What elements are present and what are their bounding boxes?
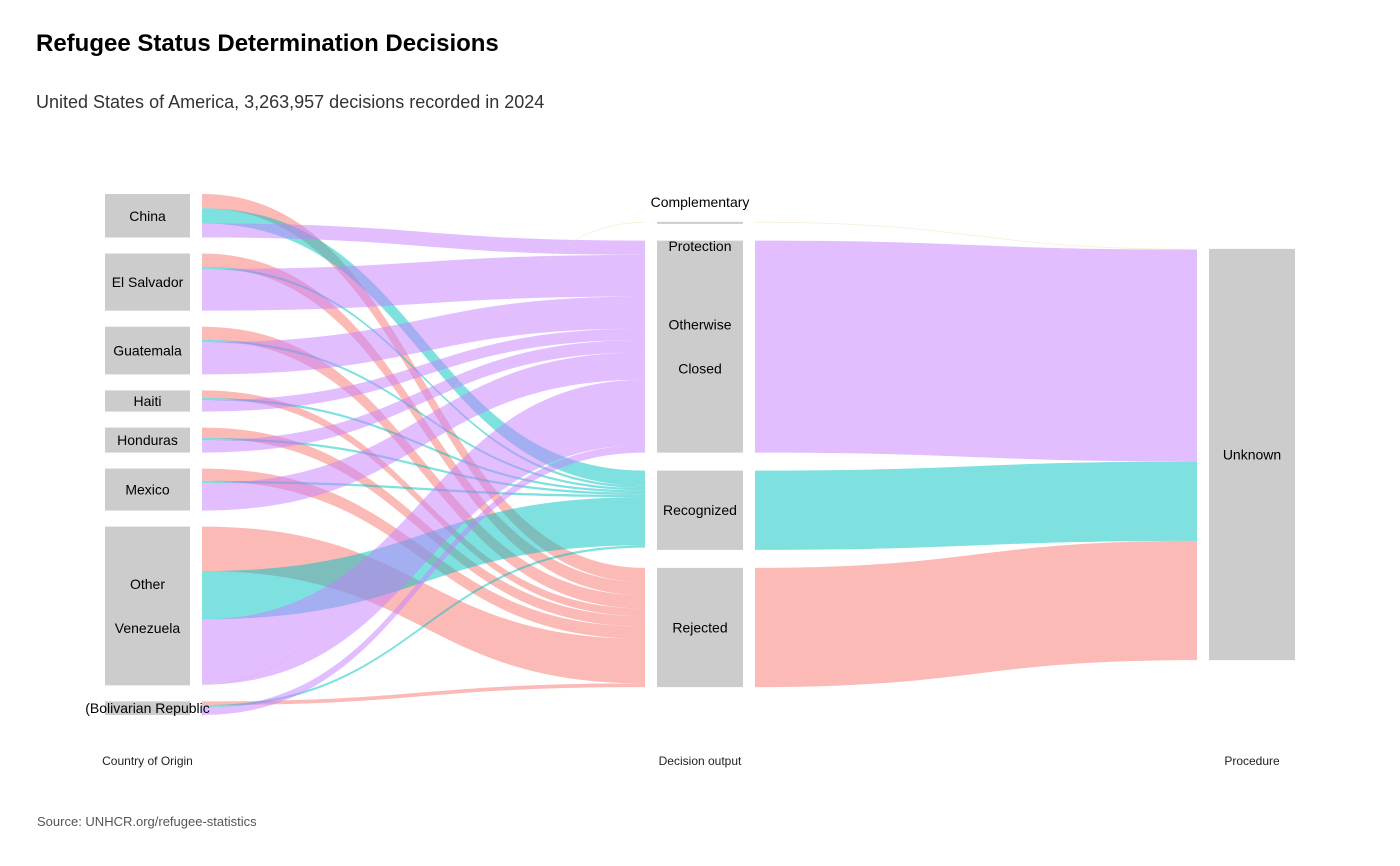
node-haiti	[105, 390, 190, 412]
node-guatemala	[105, 326, 190, 375]
link-complementary-protection-to-unknown	[755, 221, 1197, 250]
link-guatemala-to-rejected	[202, 326, 645, 609]
link-guatemala-to-recognized	[202, 339, 645, 491]
link-rejected-to-unknown	[755, 540, 1197, 688]
link-haiti-to-recognized	[202, 397, 645, 493]
link-haiti-to-otherwise-closed	[202, 328, 645, 412]
node-venezuela-bolivarian-republic	[105, 701, 190, 715]
node-label-complementary-protection-0: Complementary	[651, 194, 750, 210]
node-label-venezuela-bolivarian-republic: (Bolivarian Republic	[85, 700, 210, 716]
chart-title: Refugee Status Determination Decisions	[36, 30, 499, 57]
column-label-country-of-origin: Country of Origin	[102, 754, 193, 768]
node-label-complementary-protection-1: Protection	[668, 238, 731, 254]
link-other-to-otherwise-closed	[202, 379, 645, 685]
link-venezuela-bolivarian-republic-to-rejected	[202, 683, 645, 706]
node-label-guatemala: Guatemala	[113, 343, 182, 359]
sankey-labels: China El Salvador Guatemala Haiti Honduras Me…	[85, 194, 1281, 768]
node-label-rejected: Rejected	[672, 620, 727, 636]
link-other-to-complementary-protection	[202, 221, 645, 686]
node-label-other-1: Venezuela	[115, 620, 181, 636]
link-honduras-to-recognized	[202, 437, 645, 495]
link-venezuela-bolivarian-republic-to-otherwise-closed	[202, 445, 645, 715]
link-el-salvador-to-recognized	[202, 266, 645, 489]
node-unknown	[1209, 248, 1295, 661]
node-honduras	[105, 427, 190, 453]
link-venezuela-bolivarian-republic-to-recognized	[202, 545, 645, 708]
node-label-otherwise-closed-1: Closed	[678, 361, 722, 377]
node-el-salvador	[105, 253, 190, 311]
node-label-recognized: Recognized	[663, 502, 737, 518]
node-other	[105, 526, 190, 686]
node-label-otherwise-closed-0: Otherwise	[668, 317, 731, 333]
node-china	[105, 194, 190, 238]
node-label-mexico: Mexico	[125, 482, 170, 498]
link-guatemala-to-otherwise-closed	[202, 296, 645, 375]
node-recognized	[657, 470, 743, 550]
link-mexico-to-otherwise-closed	[202, 352, 645, 511]
node-complementary-protection	[657, 221, 743, 224]
node-otherwise-closed	[657, 240, 743, 453]
chart-subtitle: United States of America, 3,263,957 deci…	[36, 92, 545, 112]
node-mexico	[105, 468, 190, 511]
link-china-to-rejected	[202, 194, 645, 583]
node-label-haiti: Haiti	[133, 393, 161, 409]
node-label-other-0: Other	[130, 576, 165, 592]
node-label-el-salvador: El Salvador	[112, 274, 184, 290]
node-label-unknown: Unknown	[1223, 447, 1281, 463]
column-label-procedure: Procedure	[1224, 754, 1280, 768]
column-label-decision-output: Decision output	[659, 754, 742, 768]
link-mexico-to-recognized	[202, 480, 645, 498]
link-otherwise-closed-to-unknown	[755, 240, 1197, 462]
link-el-salvador-to-otherwise-closed	[202, 254, 645, 311]
source-note: Source: UNHCR.org/refugee-statistics	[37, 814, 257, 829]
node-rejected	[657, 567, 743, 688]
node-label-honduras: Honduras	[117, 432, 178, 448]
link-honduras-to-otherwise-closed	[202, 339, 645, 453]
node-label-china: China	[129, 208, 166, 224]
sankey-links	[202, 194, 1197, 715]
sankey-nodes	[105, 194, 1295, 715]
link-china-to-otherwise-closed	[202, 223, 645, 255]
link-recognized-to-unknown	[755, 461, 1197, 550]
